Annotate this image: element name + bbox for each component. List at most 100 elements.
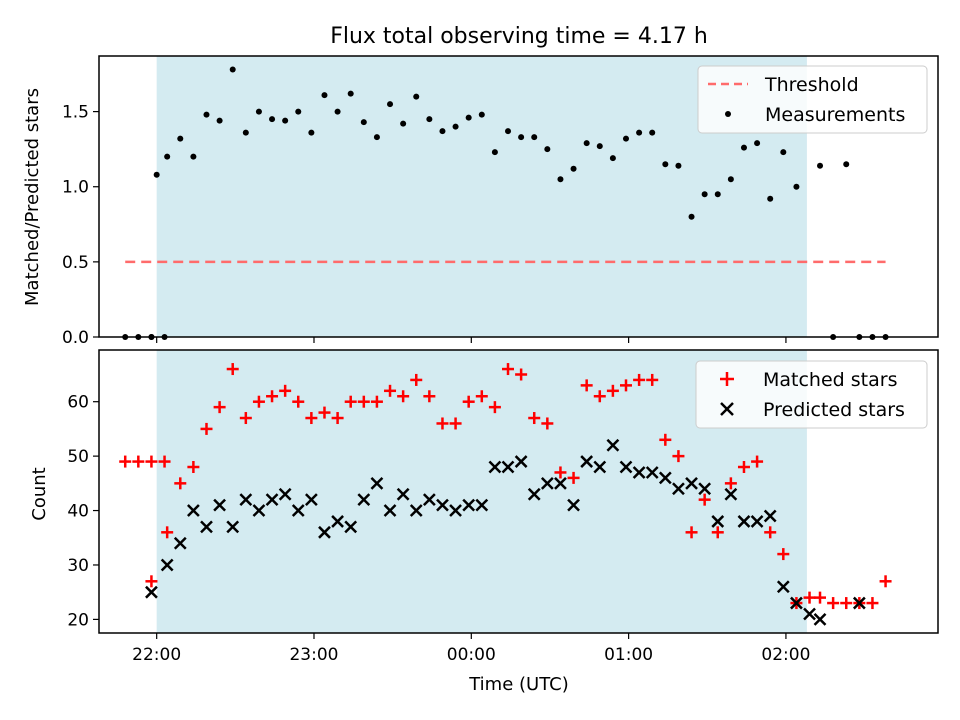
matched-star-point (266, 390, 279, 403)
predicted-star-point (852, 596, 866, 610)
predicted-star-point (239, 493, 253, 507)
matched-star-point (619, 379, 632, 392)
predicted-star-point (383, 504, 397, 517)
predicted-star-point (658, 471, 672, 485)
predicted-star-point (580, 455, 594, 468)
matched-star-point (305, 412, 318, 425)
matched-star-point (593, 390, 606, 403)
predicted-star-point (540, 476, 554, 490)
measurement-point (203, 111, 210, 118)
matched-star-point (239, 412, 252, 425)
matched-star-point (777, 548, 790, 561)
matched-star-point (827, 597, 840, 610)
measurement-point (636, 129, 643, 136)
matched-star-point (711, 526, 724, 539)
y-tick-label-bottom: 30 (67, 556, 89, 576)
measurement-point (269, 116, 276, 123)
matched-star-point (554, 466, 567, 479)
matched-star-point (462, 395, 475, 408)
predicted-star-point (672, 482, 685, 496)
y-tick-label-bottom: 20 (67, 610, 89, 630)
predicted-star-point (449, 504, 462, 517)
predicted-star-point (357, 493, 371, 507)
matched-star-point (659, 433, 672, 446)
matched-star-point (724, 477, 737, 490)
matched-star-point (132, 455, 145, 468)
measurement-point (518, 134, 525, 141)
predicted-star-point (304, 493, 318, 507)
y-axis-label-top: Matched/Predicted stars (22, 88, 43, 306)
predicted-star-point (567, 498, 580, 512)
matched-star-point (292, 395, 305, 408)
predicted-star-point (763, 509, 777, 523)
measurement-point (387, 101, 394, 108)
measurement-point (400, 120, 407, 127)
x-tick-label: 00:00 (447, 645, 496, 665)
measurement-point (426, 116, 433, 123)
matched-star-point (318, 406, 331, 419)
measurement-point (360, 119, 367, 126)
matched-star-point (410, 373, 423, 386)
measurement-point (190, 153, 197, 160)
plot-frame-bottom (98, 349, 939, 634)
measurement-point (177, 135, 184, 142)
matched-star-point (145, 455, 158, 468)
predicted-star-point (331, 515, 344, 528)
predicted-star-point (252, 504, 266, 517)
ratio-panel: 0.0 0.5 1.0 1.5 Matched/Predicted stars Thr… (22, 55, 939, 348)
measurement-point (413, 93, 420, 100)
measurement-point (452, 123, 459, 130)
matched-star-point (370, 395, 383, 408)
measurement-point (662, 161, 669, 168)
measurement-point (583, 140, 590, 147)
measurement-point (373, 134, 380, 141)
legend-matched-label: Matched stars (763, 369, 897, 391)
predicted-star-point (711, 515, 725, 528)
x-tick-label: 23:00 (289, 645, 338, 665)
matched-star-point (213, 401, 226, 414)
legend-top: Threshold Measurements (697, 65, 928, 134)
y-axis-label-bottom: Count (29, 467, 50, 520)
predicted-star-point (265, 493, 279, 507)
predicted-star-point (291, 504, 305, 517)
matched-star-point (397, 390, 410, 403)
measurement-point (491, 149, 498, 156)
matched-star-point (187, 461, 200, 474)
measurement-point (282, 117, 289, 124)
matched-star-point (580, 379, 593, 392)
matched-star-point (567, 471, 580, 484)
legend-box-bottom (695, 360, 928, 429)
measurement-point (622, 135, 629, 142)
legend-box-top (697, 65, 928, 134)
measurement-point (688, 213, 695, 220)
matched-star-point (751, 455, 764, 468)
measurement-point (780, 149, 787, 156)
predicted-star-point (776, 580, 790, 594)
y-tick-label-bottom: 40 (67, 502, 89, 522)
measurement-point (557, 176, 564, 183)
matched-star-point (646, 373, 659, 386)
y-tick-label-top: 1.0 (62, 178, 89, 198)
predicted-star-point (803, 607, 816, 621)
predicted-star-point (409, 504, 423, 517)
predicted-star-point (514, 455, 528, 468)
predicted-star-point (554, 476, 567, 490)
matched-star-point (672, 450, 685, 463)
measurement-point (675, 162, 682, 169)
predicted-star-point (278, 487, 292, 501)
measurement-point (649, 129, 656, 136)
predicted-star-point (593, 460, 607, 474)
measurement-point (817, 162, 824, 169)
predicted-star-point (396, 487, 410, 501)
matched-star-point (528, 412, 541, 425)
matched-star-point (737, 461, 750, 474)
matched-star-point (803, 591, 816, 604)
measurement-point (531, 134, 538, 141)
measurement-point (754, 140, 761, 147)
measurement-point (740, 144, 747, 151)
measurement-point (229, 66, 236, 73)
predicted-star-point (422, 493, 436, 507)
legend-measure-swatch (725, 111, 731, 117)
matched-star-point (145, 575, 158, 588)
